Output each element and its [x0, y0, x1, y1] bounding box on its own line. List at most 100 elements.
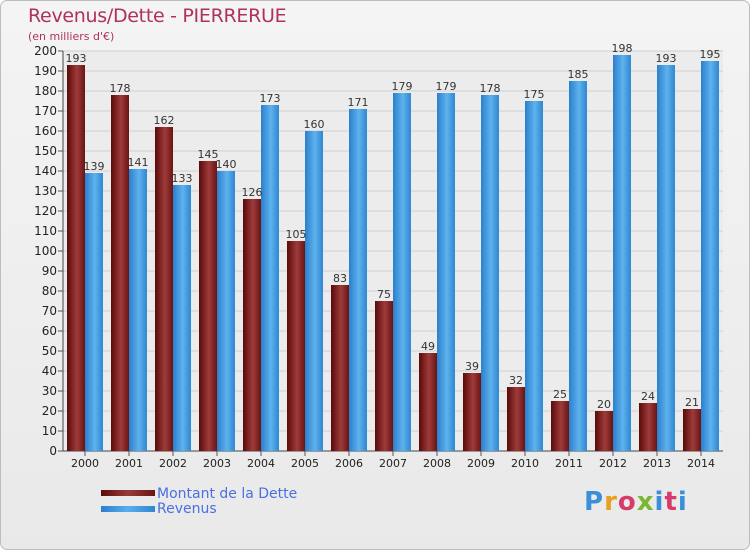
data-label-debt: 21: [685, 396, 699, 409]
y-tick-label: 190: [34, 64, 57, 78]
data-label-debt: 39: [465, 360, 479, 373]
y-tick-label: 0: [49, 444, 57, 458]
y-tick-label: 160: [34, 124, 57, 138]
data-label-debt: 126: [242, 186, 263, 199]
bar-debt: [419, 353, 437, 451]
bar-debt: [331, 285, 349, 451]
bar-debt: [287, 241, 305, 451]
bar-revenue: [261, 105, 279, 451]
legend-revenue-label: Revenus: [157, 501, 217, 517]
data-label-revenue: 193: [656, 52, 677, 65]
bar-debt: [463, 373, 481, 451]
y-tick-label: 150: [34, 144, 57, 158]
data-label-debt: 145: [198, 148, 219, 161]
bar-revenue: [129, 169, 147, 451]
bar-debt: [375, 301, 393, 451]
bar-debt: [551, 401, 569, 451]
y-tick-label: 50: [42, 344, 57, 358]
bar-revenue: [173, 185, 191, 451]
x-tick-label: 2009: [467, 457, 495, 470]
y-tick-label: 30: [42, 384, 57, 398]
bar-revenue: [437, 93, 455, 451]
data-label-debt: 20: [597, 398, 611, 411]
data-label-debt: 162: [154, 114, 175, 127]
data-label-revenue: 195: [700, 48, 721, 61]
bar-debt: [595, 411, 613, 451]
bar-debt: [155, 127, 173, 451]
bar-revenue: [613, 55, 631, 451]
x-tick-label: 2005: [291, 457, 319, 470]
data-label-debt: 105: [286, 228, 307, 241]
y-tick-label: 40: [42, 364, 57, 378]
bar-debt: [111, 95, 129, 451]
data-label-revenue: 185: [568, 68, 589, 81]
bar-debt: [507, 387, 525, 451]
data-label-revenue: 178: [480, 82, 501, 95]
bar-revenue: [525, 101, 543, 451]
y-tick-label: 70: [42, 304, 57, 318]
x-tick-label: 2000: [71, 457, 99, 470]
data-label-revenue: 171: [348, 96, 369, 109]
data-label-revenue: 179: [392, 80, 413, 93]
data-label-debt: 24: [641, 390, 655, 403]
x-tick-label: 2007: [379, 457, 407, 470]
x-tick-label: 2010: [511, 457, 539, 470]
bar-revenue: [569, 81, 587, 451]
bar-debt: [67, 65, 85, 451]
data-label-revenue: 141: [128, 156, 149, 169]
x-tick-label: 2001: [115, 457, 143, 470]
proxiti-logo: Proxiti: [584, 487, 688, 517]
bar-revenue: [85, 173, 103, 451]
data-label-revenue: 133: [172, 172, 193, 185]
bar-revenue: [217, 171, 235, 451]
data-label-revenue: 179: [436, 80, 457, 93]
x-tick-label: 2014: [687, 457, 715, 470]
x-tick-label: 2011: [555, 457, 583, 470]
data-label-debt: 75: [377, 288, 391, 301]
y-tick-label: 110: [34, 224, 57, 238]
legend-debt-label: Montant de la Dette: [157, 486, 298, 502]
data-label-debt: 49: [421, 340, 435, 353]
bar-debt: [639, 403, 657, 451]
data-label-debt: 25: [553, 388, 567, 401]
bar-debt: [683, 409, 701, 451]
bar-revenue: [657, 65, 675, 451]
x-tick-label: 2012: [599, 457, 627, 470]
data-label-debt: 83: [333, 272, 347, 285]
x-tick-label: 2006: [335, 457, 363, 470]
y-tick-label: 90: [42, 264, 57, 278]
chart-title: Revenus/Dette - PIERRERUE: [28, 5, 287, 27]
data-label-revenue: 175: [524, 88, 545, 101]
x-tick-label: 2002: [159, 457, 187, 470]
data-label-revenue: 140: [216, 158, 237, 171]
y-tick-label: 60: [42, 324, 57, 338]
bar-debt: [243, 199, 261, 451]
y-tick-label: 180: [34, 84, 57, 98]
chart-subtitle: (en milliers d'€): [28, 30, 115, 43]
data-label-revenue: 198: [612, 42, 633, 55]
data-label-revenue: 173: [260, 92, 281, 105]
y-tick-label: 20: [42, 404, 57, 418]
data-label-revenue: 160: [304, 118, 325, 131]
y-tick-label: 200: [34, 44, 57, 58]
legend-revenue-swatch: [101, 506, 155, 512]
data-label-debt: 178: [110, 82, 131, 95]
y-tick-label: 80: [42, 284, 57, 298]
data-label-debt: 193: [66, 52, 87, 65]
data-label-debt: 32: [509, 374, 523, 387]
bar-revenue: [305, 131, 323, 451]
bar-revenue: [393, 93, 411, 451]
x-tick-label: 2008: [423, 457, 451, 470]
x-tick-label: 2013: [643, 457, 671, 470]
y-tick-label: 130: [34, 184, 57, 198]
x-tick-label: 2004: [247, 457, 275, 470]
y-tick-label: 10: [42, 424, 57, 438]
y-tick-label: 140: [34, 164, 57, 178]
x-tick-label: 2003: [203, 457, 231, 470]
bar-revenue: [701, 61, 719, 451]
y-tick-label: 170: [34, 104, 57, 118]
bar-revenue: [481, 95, 499, 451]
bar-debt: [199, 161, 217, 451]
